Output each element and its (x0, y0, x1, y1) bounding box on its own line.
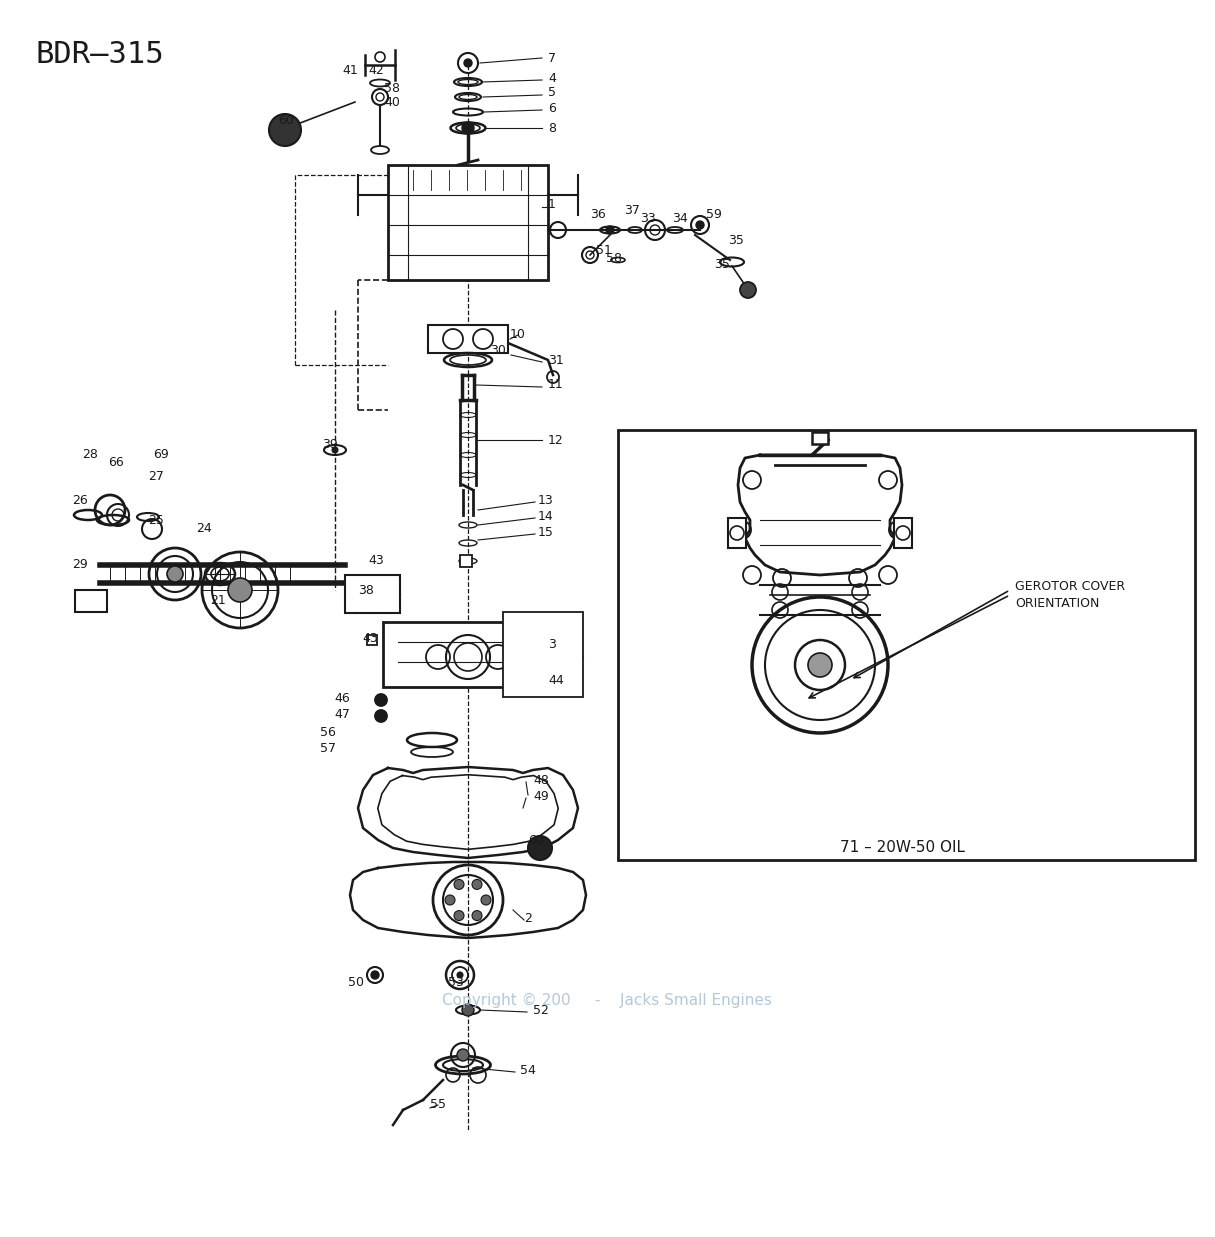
Text: 35: 35 (728, 234, 744, 246)
Text: 5: 5 (548, 87, 556, 99)
Text: 43: 43 (368, 553, 384, 567)
Text: 27: 27 (148, 470, 164, 482)
Bar (383, 622, 553, 687)
Text: 51: 51 (597, 244, 612, 256)
Circle shape (457, 1049, 469, 1061)
Bar (618, 430, 1196, 860)
Text: 13: 13 (538, 494, 554, 506)
Circle shape (228, 578, 252, 602)
Circle shape (166, 567, 183, 581)
Text: 6: 6 (548, 101, 556, 115)
Circle shape (445, 896, 454, 905)
Circle shape (808, 653, 832, 677)
Bar (503, 612, 583, 696)
Text: 55: 55 (430, 1098, 446, 1112)
Text: 59: 59 (706, 209, 722, 221)
Text: 3: 3 (548, 638, 556, 652)
Circle shape (740, 282, 756, 298)
Text: 49: 49 (533, 790, 549, 804)
Circle shape (696, 221, 703, 229)
Text: 69: 69 (153, 449, 169, 461)
Circle shape (471, 880, 482, 889)
Text: BDR–315: BDR–315 (35, 40, 164, 69)
Text: 44: 44 (548, 673, 564, 687)
Bar (345, 575, 400, 614)
Text: 60: 60 (278, 114, 294, 126)
Circle shape (269, 114, 301, 146)
Text: 40: 40 (384, 96, 400, 110)
Circle shape (375, 710, 388, 722)
Text: 10: 10 (510, 329, 526, 341)
Text: 41: 41 (341, 63, 357, 77)
Circle shape (454, 910, 464, 920)
Text: 26: 26 (72, 494, 87, 506)
Text: 46: 46 (334, 691, 350, 705)
Bar (460, 555, 471, 567)
Text: 11: 11 (548, 379, 564, 391)
Circle shape (481, 896, 491, 905)
Text: 53: 53 (448, 976, 464, 988)
Text: 58: 58 (384, 82, 400, 94)
Bar (367, 635, 377, 644)
Text: 24: 24 (196, 522, 211, 534)
Circle shape (464, 59, 471, 67)
Text: 14: 14 (538, 510, 554, 522)
Circle shape (471, 910, 482, 920)
Text: 33: 33 (640, 212, 656, 224)
Text: 54: 54 (520, 1064, 536, 1076)
Text: 21: 21 (210, 594, 226, 606)
Circle shape (529, 836, 552, 860)
Circle shape (371, 971, 379, 978)
Bar (388, 165, 548, 280)
Text: 1: 1 (548, 198, 556, 212)
Text: 35: 35 (714, 259, 730, 271)
Text: 12: 12 (548, 433, 564, 447)
Text: 30: 30 (490, 344, 505, 356)
Circle shape (332, 447, 338, 453)
Bar (428, 325, 508, 353)
Circle shape (462, 122, 474, 134)
Circle shape (375, 694, 388, 706)
Circle shape (454, 880, 464, 889)
Text: 66: 66 (108, 455, 124, 469)
Text: 52: 52 (533, 1003, 549, 1017)
Text: 37: 37 (625, 204, 640, 216)
Text: 25: 25 (148, 513, 164, 527)
Text: 57: 57 (320, 741, 337, 755)
Text: 47: 47 (334, 708, 350, 720)
Text: 58: 58 (606, 251, 622, 265)
Bar (894, 518, 912, 548)
Text: 29: 29 (72, 558, 87, 570)
Text: 42: 42 (368, 63, 384, 77)
Text: 56: 56 (320, 725, 335, 738)
Text: 34: 34 (672, 212, 688, 224)
Text: 31: 31 (548, 354, 564, 366)
Bar (728, 518, 746, 548)
Text: 48: 48 (533, 773, 549, 787)
Text: 7: 7 (548, 52, 556, 64)
Text: 28: 28 (81, 449, 98, 461)
Circle shape (606, 226, 614, 234)
Text: 8: 8 (548, 121, 556, 135)
Text: 2: 2 (524, 912, 532, 924)
Text: 60: 60 (529, 834, 544, 846)
Text: 39: 39 (322, 438, 338, 452)
Circle shape (462, 1004, 474, 1016)
Text: 50: 50 (347, 976, 364, 988)
Text: 38: 38 (358, 584, 374, 596)
Text: 36: 36 (590, 209, 606, 221)
Text: 4: 4 (548, 72, 556, 84)
Text: ORIENTATION: ORIENTATION (1015, 597, 1100, 610)
Text: 43: 43 (362, 632, 378, 644)
Text: Copyright © 200     -    Jacks Small Engines: Copyright © 200 - Jacks Small Engines (442, 992, 772, 1007)
Circle shape (457, 972, 463, 978)
Text: 15: 15 (538, 526, 554, 538)
Text: GEROTOR COVER: GEROTOR COVER (1015, 580, 1125, 593)
Text: 71 – 20W-50 OIL: 71 – 20W-50 OIL (840, 840, 965, 855)
Bar (812, 432, 827, 444)
Bar (75, 590, 107, 612)
